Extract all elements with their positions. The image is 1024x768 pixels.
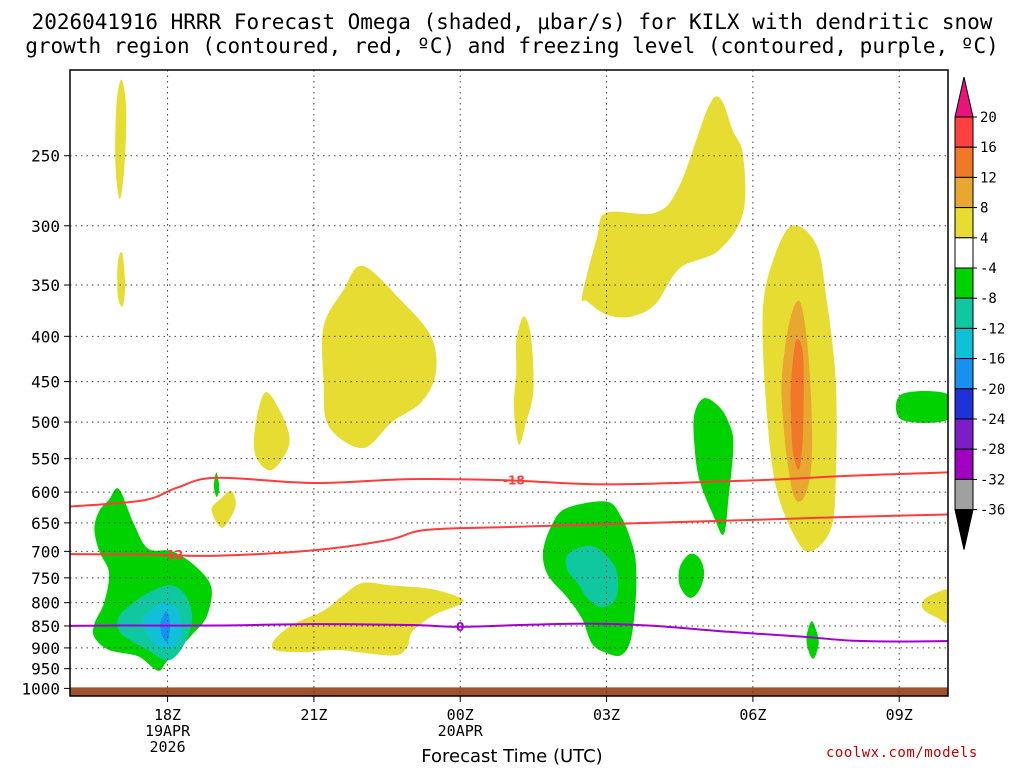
ground-layer bbox=[70, 687, 948, 696]
y-tick-label: 600 bbox=[31, 483, 60, 502]
y-tick-label: 300 bbox=[31, 217, 60, 236]
colorbar-tick-label: -12 bbox=[980, 321, 1005, 337]
colorbar-tick-label: 16 bbox=[980, 140, 997, 156]
colorbar-bin bbox=[954, 327, 974, 360]
contour-line bbox=[70, 622, 948, 643]
y-tick-label: 650 bbox=[31, 514, 60, 533]
omega-region bbox=[895, 390, 948, 423]
y-tick-label: 750 bbox=[31, 569, 60, 588]
y-axis: 250 300 350 400 450 500 550 600 650 700 750 800 850 9… bbox=[21, 147, 70, 698]
contour-label: -12 bbox=[162, 548, 184, 562]
x-tick-label: 03Z bbox=[593, 706, 620, 724]
colorbar-bin bbox=[954, 297, 974, 329]
x-tick-label: 06Z bbox=[739, 706, 766, 724]
contour-line bbox=[70, 471, 948, 508]
x-tick-label: 19APR bbox=[145, 722, 191, 740]
colorbar-tick-label: 12 bbox=[980, 170, 997, 186]
y-tick-label: 450 bbox=[31, 373, 60, 392]
colorbar-bin bbox=[954, 116, 974, 148]
omega-region bbox=[117, 251, 126, 307]
x-tick-label: 00Z bbox=[447, 706, 474, 724]
colorbar-tick-label: -20 bbox=[980, 382, 1005, 398]
colorbar-bin bbox=[954, 237, 974, 269]
grid-layer bbox=[70, 70, 948, 696]
contour-label: 0 bbox=[456, 620, 464, 634]
colorbar-bin bbox=[954, 478, 974, 511]
y-tick-label: 550 bbox=[31, 450, 60, 469]
colorbar-tick-label: -4 bbox=[980, 261, 997, 277]
y-tick-label: 500 bbox=[31, 413, 60, 432]
ground-fill bbox=[70, 687, 948, 696]
omega-region bbox=[790, 339, 804, 470]
colorbar-tick-label: -24 bbox=[980, 412, 1005, 428]
y-tick-label: 850 bbox=[31, 617, 60, 636]
colorbar-bin bbox=[954, 267, 974, 299]
colorbar-bin bbox=[954, 146, 974, 178]
omega-region bbox=[321, 265, 437, 449]
x-axis-title: Forecast Time (UTC) bbox=[421, 746, 603, 767]
colorbar-bin bbox=[954, 207, 974, 239]
plot-frame bbox=[69, 69, 949, 697]
x-tick-label: 20APR bbox=[438, 722, 484, 740]
y-tick-label: 700 bbox=[31, 542, 60, 561]
omega-region bbox=[211, 490, 236, 528]
credit-link[interactable]: coolwx.com/models bbox=[826, 745, 978, 761]
y-tick-label: 350 bbox=[31, 276, 60, 295]
omega-region bbox=[921, 589, 948, 624]
colorbar-tick-label: -8 bbox=[980, 291, 997, 307]
y-tick-label: 950 bbox=[31, 660, 60, 679]
colorbar-tick-label: -16 bbox=[980, 352, 1005, 368]
colorbar-tick-label: 8 bbox=[980, 201, 988, 217]
x-tick-label: 18Z bbox=[154, 706, 181, 724]
omega-region bbox=[271, 582, 464, 656]
y-tick-label: 800 bbox=[31, 594, 60, 613]
colorbar-bottom-arrow bbox=[954, 509, 974, 550]
x-tick-label: 09Z bbox=[886, 706, 913, 724]
contour-label: -18 bbox=[503, 474, 525, 488]
contour-layer bbox=[70, 471, 948, 643]
colorbar-top-arrow bbox=[954, 76, 974, 118]
colorbar-tick-label: 4 bbox=[980, 231, 988, 247]
omega-region bbox=[581, 96, 746, 318]
x-tick-label: 2026 bbox=[149, 738, 185, 756]
contour-label-layer: -18 -12 0 bbox=[162, 474, 525, 634]
omega-region bbox=[678, 553, 705, 598]
chart-title-line-2: growth region (contoured, red, ºC) and f… bbox=[25, 34, 999, 58]
colorbar-tick-label: -36 bbox=[980, 503, 1005, 519]
colorbar: 20 16 12 8 4 -4 -8 -12 -16 -20 -24 -28 -32 -36 bbox=[954, 76, 1005, 550]
omega-region bbox=[513, 316, 534, 445]
colorbar-bin bbox=[954, 418, 974, 450]
y-tick-label: 900 bbox=[31, 639, 60, 658]
colorbar-bin bbox=[954, 358, 974, 390]
colorbar-tick-label: -28 bbox=[980, 442, 1005, 458]
y-tick-label: 1000 bbox=[21, 679, 60, 698]
omega-region bbox=[693, 398, 734, 536]
omega-region bbox=[115, 79, 127, 200]
colorbar-bin bbox=[954, 448, 974, 480]
y-tick-label: 250 bbox=[31, 147, 60, 166]
omega-region bbox=[806, 621, 819, 659]
omega-region bbox=[160, 611, 171, 643]
chart-title-line-1: 2026041916 HRRR Forecast Omega (shaded, … bbox=[31, 10, 993, 34]
colorbar-bin bbox=[954, 176, 974, 209]
x-tick-label: 21Z bbox=[300, 706, 327, 724]
y-tick-label: 400 bbox=[31, 327, 60, 346]
colorbar-tick-label: 20 bbox=[980, 110, 997, 126]
contour-line bbox=[70, 513, 948, 557]
colorbar-bin bbox=[954, 388, 974, 420]
omega-region bbox=[253, 392, 290, 471]
omega-region bbox=[565, 545, 619, 608]
colorbar-tick-label: -32 bbox=[980, 472, 1005, 488]
